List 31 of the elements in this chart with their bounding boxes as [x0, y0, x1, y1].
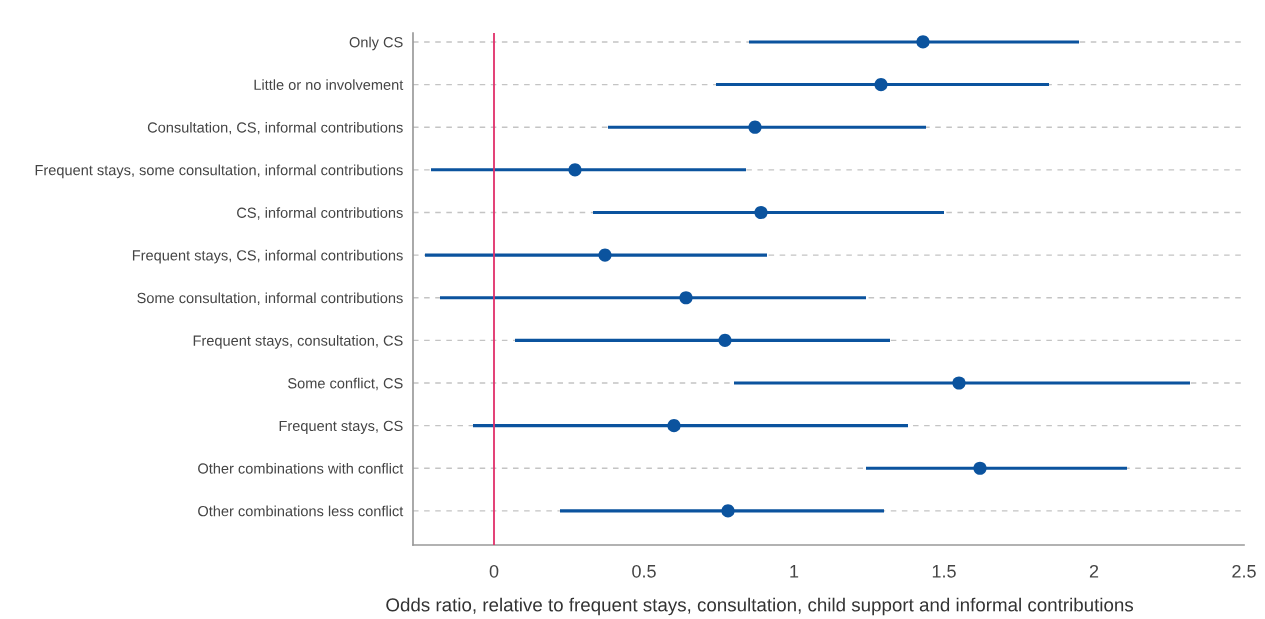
point: [679, 291, 693, 305]
point: [973, 461, 987, 475]
x-tick-label: 1.5: [932, 565, 956, 578]
point: [874, 77, 888, 92]
y-tick-label: Frequent stays, consultation, CS: [193, 335, 403, 349]
y-tick-label: Only CS: [349, 36, 403, 51]
point: [952, 376, 966, 390]
x-tick-label: 2.5: [1232, 564, 1256, 578]
y-tick-label: Little or no involvement: [254, 79, 404, 91]
y-tick-label: Some consultation, informal contributions: [137, 292, 403, 305]
y-tick-label: CS, informal contributions: [237, 207, 403, 220]
point: [916, 35, 930, 49]
point: [598, 248, 612, 262]
point: [748, 120, 762, 134]
point: [718, 333, 732, 347]
point: [754, 205, 768, 220]
point: [568, 163, 582, 177]
x-axis-title: Odds ratio, relative to frequent stays, consultation, child support and informal contributions: [386, 597, 1134, 616]
y-tick-label: Frequent stays, CS, informal contributions: [132, 249, 403, 264]
y-tick-label: Other combinations with conflict: [198, 462, 404, 474]
y-tick-label: Frequent stays, some consultation, informal contributions: [35, 164, 403, 179]
x-tick-label: 1: [790, 565, 799, 578]
point: [721, 504, 735, 518]
y-tick-label: Frequent stays, CS: [279, 420, 403, 434]
x-tick-label: 0.5: [632, 564, 656, 578]
y-tick-label: Some conflict, CS: [288, 377, 403, 391]
x-tick-label: 2: [1089, 564, 1099, 578]
y-tick-label: Consultation, CS, informal contributions: [147, 121, 403, 135]
y-tick-label: Other combinations less conflict: [198, 505, 404, 517]
x-tick-label: 0: [489, 564, 499, 578]
point: [667, 419, 681, 433]
